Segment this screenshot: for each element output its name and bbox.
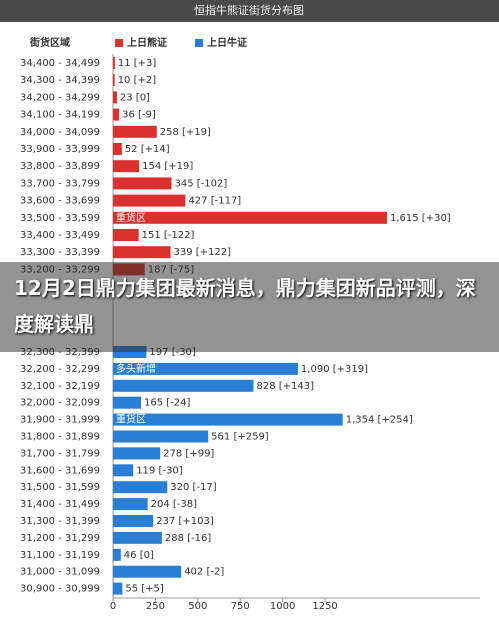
value-label: 52 [+14] bbox=[125, 144, 170, 155]
value-label: 339 [+122] bbox=[174, 247, 232, 258]
legend-label: 上日牛证 bbox=[207, 36, 247, 49]
bar bbox=[113, 396, 141, 409]
bar bbox=[113, 413, 343, 426]
annotation: 重货区 bbox=[116, 413, 146, 426]
bar bbox=[113, 143, 122, 155]
annotation: 多头新增 bbox=[116, 362, 156, 375]
bar bbox=[113, 125, 157, 138]
x-tick-label: 750 bbox=[231, 601, 250, 612]
x-tick-label: 500 bbox=[188, 601, 207, 612]
value-label: 151 [-122] bbox=[142, 230, 195, 241]
bar bbox=[113, 565, 182, 578]
legend-swatch bbox=[115, 39, 123, 47]
bar bbox=[113, 91, 117, 104]
category-label: 34,300 - 34,399 bbox=[20, 75, 100, 86]
x-tick-label: 1000 bbox=[270, 601, 295, 612]
category-label: 31,300 - 31,399 bbox=[20, 516, 100, 527]
category-label: 33,800 - 33,899 bbox=[20, 161, 100, 172]
value-label: 204 [-38] bbox=[151, 499, 198, 510]
value-label: 10 [+2] bbox=[118, 75, 157, 86]
category-label: 33,500 - 33,599 bbox=[20, 213, 100, 224]
bar bbox=[113, 177, 172, 190]
annotation: 重货区 bbox=[116, 211, 146, 224]
x-tick-label: 250 bbox=[146, 601, 165, 612]
category-label: 31,600 - 31,699 bbox=[20, 465, 100, 476]
category-label: 32,200 - 32,299 bbox=[20, 364, 100, 375]
value-label: 55 [+5] bbox=[125, 584, 164, 595]
category-label: 街货区域 bbox=[29, 36, 70, 49]
category-label: 30,900 - 30,999 bbox=[20, 584, 100, 595]
category-label: 34,100 - 34,199 bbox=[20, 110, 100, 121]
category-label: 31,700 - 31,799 bbox=[20, 448, 100, 459]
category-label: 34,200 - 34,299 bbox=[20, 92, 100, 103]
category-label: 33,300 - 33,399 bbox=[20, 247, 100, 258]
category-label: 34,400 - 34,499 bbox=[20, 58, 100, 69]
bar bbox=[113, 379, 254, 392]
value-label: 197 [-30] bbox=[149, 347, 196, 358]
legend-swatch bbox=[195, 39, 203, 47]
value-label: 1,615 [+30] bbox=[390, 213, 451, 224]
bar bbox=[113, 362, 298, 375]
bar bbox=[113, 430, 209, 443]
value-label: 278 [+99] bbox=[163, 448, 214, 459]
x-tick-label: 0 bbox=[110, 601, 116, 612]
bar bbox=[113, 447, 161, 460]
value-label: 345 [-102] bbox=[175, 178, 228, 189]
category-label: 34,000 - 34,099 bbox=[20, 127, 100, 138]
value-label: 11 [+3] bbox=[118, 58, 157, 69]
category-label: 31,000 - 31,099 bbox=[20, 567, 100, 578]
category-label: 32,000 - 32,099 bbox=[20, 398, 100, 409]
value-label: 237 [+103] bbox=[156, 516, 214, 527]
value-label: 1,090 [+319] bbox=[301, 364, 368, 375]
bar bbox=[113, 160, 140, 173]
bar bbox=[113, 548, 121, 561]
x-tick-label: 1250 bbox=[312, 601, 337, 612]
value-label: 154 [+19] bbox=[142, 161, 193, 172]
value-label: 36 [-9] bbox=[122, 110, 156, 121]
header-bar bbox=[0, 0, 499, 22]
bar bbox=[113, 498, 148, 511]
legend-label: 上日熊证 bbox=[127, 36, 167, 49]
category-label: 31,800 - 31,899 bbox=[20, 432, 100, 443]
value-label: 1,354 [+254] bbox=[346, 415, 413, 426]
bar bbox=[113, 57, 115, 69]
chart-title: 恒指牛熊证街货分布图 bbox=[194, 3, 304, 17]
value-label: 23 [0] bbox=[120, 92, 150, 103]
category-label: 31,500 - 31,599 bbox=[20, 482, 100, 493]
bar bbox=[113, 194, 186, 207]
value-label: 828 [+143] bbox=[256, 381, 314, 392]
value-label: 561 [+259] bbox=[211, 432, 269, 443]
value-label: 258 [+19] bbox=[160, 127, 211, 138]
category-label: 31,100 - 31,199 bbox=[20, 550, 100, 561]
bar bbox=[113, 74, 115, 87]
bar bbox=[113, 246, 171, 259]
bar bbox=[113, 211, 387, 224]
bar bbox=[113, 515, 154, 527]
bar bbox=[113, 531, 162, 544]
category-label: 33,900 - 33,999 bbox=[20, 144, 100, 155]
bar bbox=[113, 229, 139, 241]
category-label: 33,700 - 33,799 bbox=[20, 178, 100, 189]
bar bbox=[113, 582, 123, 595]
category-label: 31,400 - 31,499 bbox=[20, 499, 100, 510]
value-label: 427 [-117] bbox=[188, 196, 241, 207]
category-label: 31,900 - 31,999 bbox=[20, 415, 100, 426]
overlay-title: 12月2日鼎力集团最新消息，鼎力集团新品评测，深度解读鼎 bbox=[0, 262, 499, 352]
value-label: 402 [-2] bbox=[184, 567, 224, 578]
category-label: 31,200 - 31,299 bbox=[20, 533, 100, 544]
bar bbox=[113, 481, 168, 494]
value-label: 288 [-16] bbox=[165, 533, 212, 544]
category-label: 32,300 - 32,399 bbox=[20, 347, 100, 358]
value-label: 165 [-24] bbox=[144, 398, 191, 409]
bar bbox=[113, 464, 134, 477]
value-label: 320 [-17] bbox=[170, 482, 217, 493]
category-label: 32,100 - 32,199 bbox=[20, 381, 100, 392]
value-label: 46 [0] bbox=[124, 550, 154, 561]
category-label: 33,400 - 33,499 bbox=[20, 230, 100, 241]
bar bbox=[113, 108, 120, 121]
category-label: 33,600 - 33,699 bbox=[20, 196, 100, 207]
value-label: 119 [-30] bbox=[136, 465, 183, 476]
